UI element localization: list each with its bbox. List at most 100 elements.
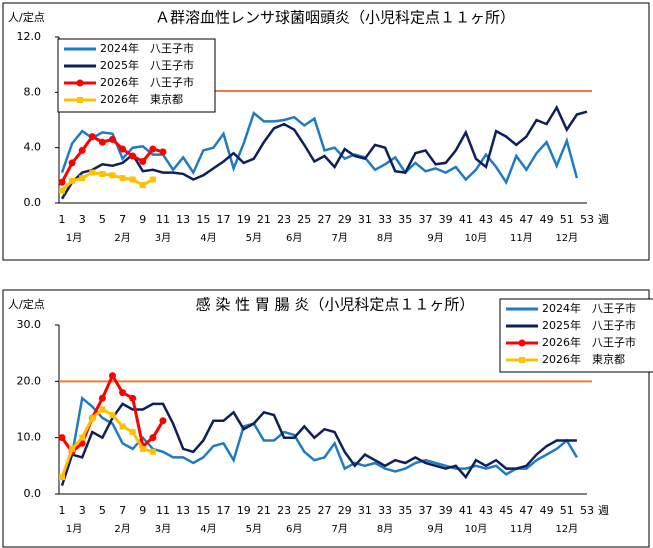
x-tick-label: 3 xyxy=(79,213,86,226)
month-label: 5月 xyxy=(246,523,262,535)
marker xyxy=(88,133,96,141)
x-tick-label: 47 xyxy=(519,504,533,517)
x-tick-label: 25 xyxy=(297,213,311,226)
month-label: 8月 xyxy=(377,523,393,535)
x-tick-label: 9 xyxy=(139,504,146,517)
month-label: 1月 xyxy=(66,523,82,535)
series-line xyxy=(60,104,588,200)
marker xyxy=(58,434,66,442)
x-tick-label: 39 xyxy=(439,213,453,226)
x-tick-label: 51 xyxy=(560,213,574,226)
y-tick-label: 0.0 xyxy=(24,487,42,500)
y-tick-label: 4.0 xyxy=(24,141,42,154)
marker xyxy=(149,434,157,442)
marker xyxy=(58,178,66,186)
month-label: 3月 xyxy=(155,232,171,244)
x-tick-label: 37 xyxy=(418,504,432,517)
month-label: 6月 xyxy=(286,232,302,244)
x-tick-label: 25 xyxy=(297,504,311,517)
marker xyxy=(78,146,86,154)
x-tick-label: 19 xyxy=(237,504,251,517)
legend-label: 2025年 八王子市 xyxy=(100,58,194,72)
x-tick-label: 21 xyxy=(257,504,271,517)
marker xyxy=(89,169,96,176)
x-tick-label: 33 xyxy=(378,213,392,226)
x-tick-label: 17 xyxy=(217,504,231,517)
x-tick-label: 23 xyxy=(277,504,291,517)
month-label: 12月 xyxy=(555,523,578,535)
y-axis-label: 人/定点 xyxy=(8,297,45,311)
x-tick-label: 13 xyxy=(176,213,190,226)
x-tick-label: 53 xyxy=(580,213,594,226)
legend-label: 2026年 東京都 xyxy=(542,352,625,366)
marker xyxy=(119,175,126,182)
x-axis-label: 週 xyxy=(598,213,609,226)
marker xyxy=(99,170,106,177)
x-tick-label: 11 xyxy=(156,504,170,517)
month-label: 11月 xyxy=(510,232,533,244)
marker xyxy=(119,423,126,430)
x-tick-label: 35 xyxy=(398,213,412,226)
series-line xyxy=(60,402,577,486)
marker xyxy=(139,445,146,452)
marker xyxy=(109,412,116,419)
marker xyxy=(69,177,76,184)
x-tick-label: 49 xyxy=(540,504,554,517)
month-label: 7月 xyxy=(331,523,347,535)
month-label: 10月 xyxy=(465,523,488,535)
x-tick-label: 41 xyxy=(459,504,473,517)
marker xyxy=(89,414,96,421)
series-line xyxy=(60,171,154,192)
y-tick-label: 30.0 xyxy=(17,318,42,331)
month-label: 11月 xyxy=(510,523,533,535)
month-label: 7月 xyxy=(331,232,347,244)
legend-marker xyxy=(518,339,526,347)
month-label: 2月 xyxy=(114,523,130,535)
x-tick-label: 5 xyxy=(99,504,106,517)
y-tick-label: 0.0 xyxy=(24,196,42,209)
month-label: 8月 xyxy=(377,232,393,244)
legend-label: 2026年 八王子市 xyxy=(542,335,636,349)
marker xyxy=(108,135,116,143)
marker xyxy=(129,394,137,402)
x-tick-label: 27 xyxy=(318,213,332,226)
series-line xyxy=(60,407,154,478)
x-tick-label: 31 xyxy=(358,213,372,226)
marker xyxy=(149,145,157,153)
x-tick-label: 27 xyxy=(318,504,332,517)
marker xyxy=(119,389,127,397)
legend-label: 2026年 八王子市 xyxy=(100,75,194,89)
chart-frame xyxy=(2,289,650,548)
x-tick-label: 51 xyxy=(560,504,574,517)
x-tick-label: 15 xyxy=(196,504,210,517)
marker xyxy=(159,148,167,156)
x-tick-label: 41 xyxy=(459,213,473,226)
y-axis-label: 人/定点 xyxy=(8,10,45,24)
x-tick-label: 47 xyxy=(519,213,533,226)
series-line xyxy=(60,110,579,186)
legend-label: 2024年 八王子市 xyxy=(100,41,194,55)
month-label: 10月 xyxy=(465,232,488,244)
x-tick-label: 17 xyxy=(217,213,231,226)
x-tick-label: 1 xyxy=(59,213,66,226)
x-tick-label: 43 xyxy=(479,504,493,517)
x-tick-label: 29 xyxy=(338,504,352,517)
marker xyxy=(139,182,146,189)
marker xyxy=(99,406,106,413)
y-tick-label: 20.0 xyxy=(17,374,42,387)
month-label: 5月 xyxy=(246,232,262,244)
month-label: 9月 xyxy=(427,232,443,244)
marker xyxy=(119,145,127,153)
x-tick-label: 15 xyxy=(196,213,210,226)
legend-label: 2024年 八王子市 xyxy=(542,301,636,315)
chart-title: Ａ群溶血性レンサ球菌咽頭炎（小児科定点１１ヶ所） xyxy=(155,9,515,27)
x-tick-label: 19 xyxy=(237,213,251,226)
marker xyxy=(129,429,136,436)
x-tick-label: 53 xyxy=(580,504,594,517)
y-tick-label: 8.0 xyxy=(24,85,42,98)
marker xyxy=(79,175,86,182)
marker xyxy=(149,448,156,455)
x-tick-label: 43 xyxy=(479,213,493,226)
y-tick-label: 12.0 xyxy=(17,30,42,43)
